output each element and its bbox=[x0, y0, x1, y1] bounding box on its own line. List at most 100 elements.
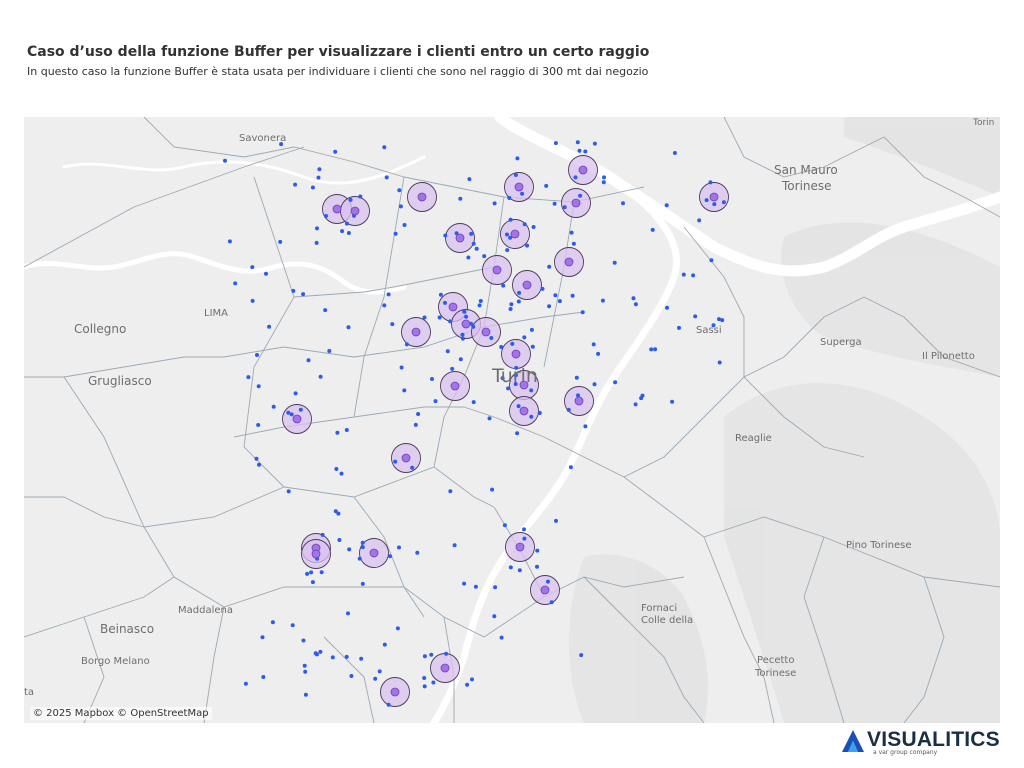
customer-point[interactable] bbox=[335, 430, 340, 435]
customer-point[interactable] bbox=[303, 692, 308, 697]
customer-point[interactable] bbox=[500, 376, 505, 381]
customer-point[interactable] bbox=[256, 423, 261, 427]
customer-point[interactable] bbox=[286, 489, 291, 494]
customer-point[interactable] bbox=[397, 188, 402, 193]
customer-point[interactable] bbox=[499, 345, 504, 349]
store-point[interactable] bbox=[332, 204, 342, 214]
store-point[interactable] bbox=[417, 192, 427, 202]
map-attribution[interactable]: © 2025 Mapbox © OpenStreetMap bbox=[30, 707, 212, 720]
customer-point[interactable] bbox=[464, 314, 469, 319]
customer-point[interactable] bbox=[309, 570, 314, 575]
customer-point[interactable] bbox=[649, 347, 654, 352]
customer-point[interactable] bbox=[530, 344, 535, 349]
customer-point[interactable] bbox=[293, 182, 298, 187]
customer-point[interactable] bbox=[596, 351, 601, 356]
customer-point[interactable] bbox=[433, 399, 438, 404]
customer-point[interactable] bbox=[410, 465, 415, 470]
customer-point[interactable] bbox=[562, 205, 567, 210]
customer-point[interactable] bbox=[549, 600, 554, 605]
customer-point[interactable] bbox=[470, 677, 474, 682]
customer-point[interactable] bbox=[458, 196, 463, 201]
store-point[interactable] bbox=[574, 396, 584, 406]
customer-point[interactable] bbox=[340, 229, 345, 234]
store-point[interactable] bbox=[571, 198, 581, 208]
customer-point[interactable] bbox=[517, 290, 522, 295]
customer-point[interactable] bbox=[493, 585, 498, 590]
customer-point[interactable] bbox=[583, 149, 588, 154]
customer-point[interactable] bbox=[390, 322, 395, 327]
customer-point[interactable] bbox=[508, 217, 513, 222]
customer-point[interactable] bbox=[303, 669, 308, 674]
customer-point[interactable] bbox=[399, 365, 404, 370]
customer-point[interactable] bbox=[566, 407, 571, 412]
customer-point[interactable] bbox=[509, 302, 514, 307]
customer-point[interactable] bbox=[517, 568, 522, 573]
customer-point[interactable] bbox=[522, 222, 527, 227]
customer-point[interactable] bbox=[697, 218, 702, 223]
customer-point[interactable] bbox=[535, 548, 540, 553]
customer-point[interactable] bbox=[255, 353, 259, 357]
customer-point[interactable] bbox=[471, 400, 476, 405]
customer-point[interactable] bbox=[250, 265, 255, 270]
customer-point[interactable] bbox=[490, 487, 495, 492]
store-point[interactable] bbox=[519, 380, 529, 390]
customer-point[interactable] bbox=[360, 540, 365, 545]
customer-point[interactable] bbox=[665, 305, 669, 310]
customer-point[interactable] bbox=[444, 651, 449, 656]
customer-point[interactable] bbox=[302, 663, 307, 668]
customer-point[interactable] bbox=[578, 193, 583, 198]
customer-point[interactable] bbox=[708, 180, 713, 185]
customer-point[interactable] bbox=[489, 336, 494, 340]
customer-point[interactable] bbox=[720, 318, 725, 323]
customer-point[interactable] bbox=[315, 226, 319, 231]
customer-point[interactable] bbox=[499, 635, 504, 640]
customer-point[interactable] bbox=[501, 283, 506, 288]
customer-point[interactable] bbox=[445, 349, 450, 354]
customer-point[interactable] bbox=[397, 545, 401, 550]
customer-point[interactable] bbox=[571, 241, 576, 246]
store-point[interactable] bbox=[311, 549, 321, 559]
customer-point[interactable] bbox=[454, 231, 459, 236]
customer-point[interactable] bbox=[633, 402, 638, 407]
customer-point[interactable] bbox=[223, 158, 227, 163]
customer-point[interactable] bbox=[349, 674, 354, 678]
store-point[interactable] bbox=[411, 327, 421, 337]
customer-point[interactable] bbox=[298, 407, 303, 412]
customer-point[interactable] bbox=[505, 232, 509, 237]
store-point[interactable] bbox=[492, 265, 502, 275]
customer-point[interactable] bbox=[557, 299, 562, 304]
customer-point[interactable] bbox=[293, 391, 298, 396]
customer-point[interactable] bbox=[492, 201, 497, 206]
store-point[interactable] bbox=[461, 319, 471, 329]
customer-point[interactable] bbox=[430, 377, 434, 381]
store-point[interactable] bbox=[519, 406, 529, 416]
customer-point[interactable] bbox=[653, 347, 658, 352]
customer-point[interactable] bbox=[257, 462, 261, 467]
customer-point[interactable] bbox=[358, 194, 363, 199]
store-point[interactable] bbox=[455, 233, 465, 243]
customer-point[interactable] bbox=[553, 293, 558, 298]
customer-point[interactable] bbox=[507, 196, 512, 200]
customer-point[interactable] bbox=[271, 404, 276, 409]
customer-point[interactable] bbox=[547, 304, 552, 309]
customer-point[interactable] bbox=[529, 327, 534, 332]
customer-point[interactable] bbox=[552, 201, 557, 206]
customer-point[interactable] bbox=[402, 223, 407, 227]
customer-point[interactable] bbox=[516, 404, 521, 409]
customer-point[interactable] bbox=[261, 675, 266, 679]
store-point[interactable] bbox=[450, 381, 460, 391]
customer-point[interactable] bbox=[305, 571, 310, 576]
customer-point[interactable] bbox=[290, 623, 295, 628]
customer-point[interactable] bbox=[633, 302, 638, 307]
customer-point[interactable] bbox=[487, 416, 492, 421]
customer-point[interactable] bbox=[462, 581, 467, 586]
customer-point[interactable] bbox=[709, 258, 714, 263]
customer-point[interactable] bbox=[583, 424, 588, 429]
customer-point[interactable] bbox=[612, 260, 617, 265]
customer-point[interactable] bbox=[267, 324, 272, 329]
customer-point[interactable] bbox=[531, 225, 536, 229]
customer-point[interactable] bbox=[286, 410, 291, 415]
customer-point[interactable] bbox=[505, 248, 510, 253]
customer-point[interactable] bbox=[717, 317, 721, 322]
customer-point[interactable] bbox=[460, 332, 465, 337]
